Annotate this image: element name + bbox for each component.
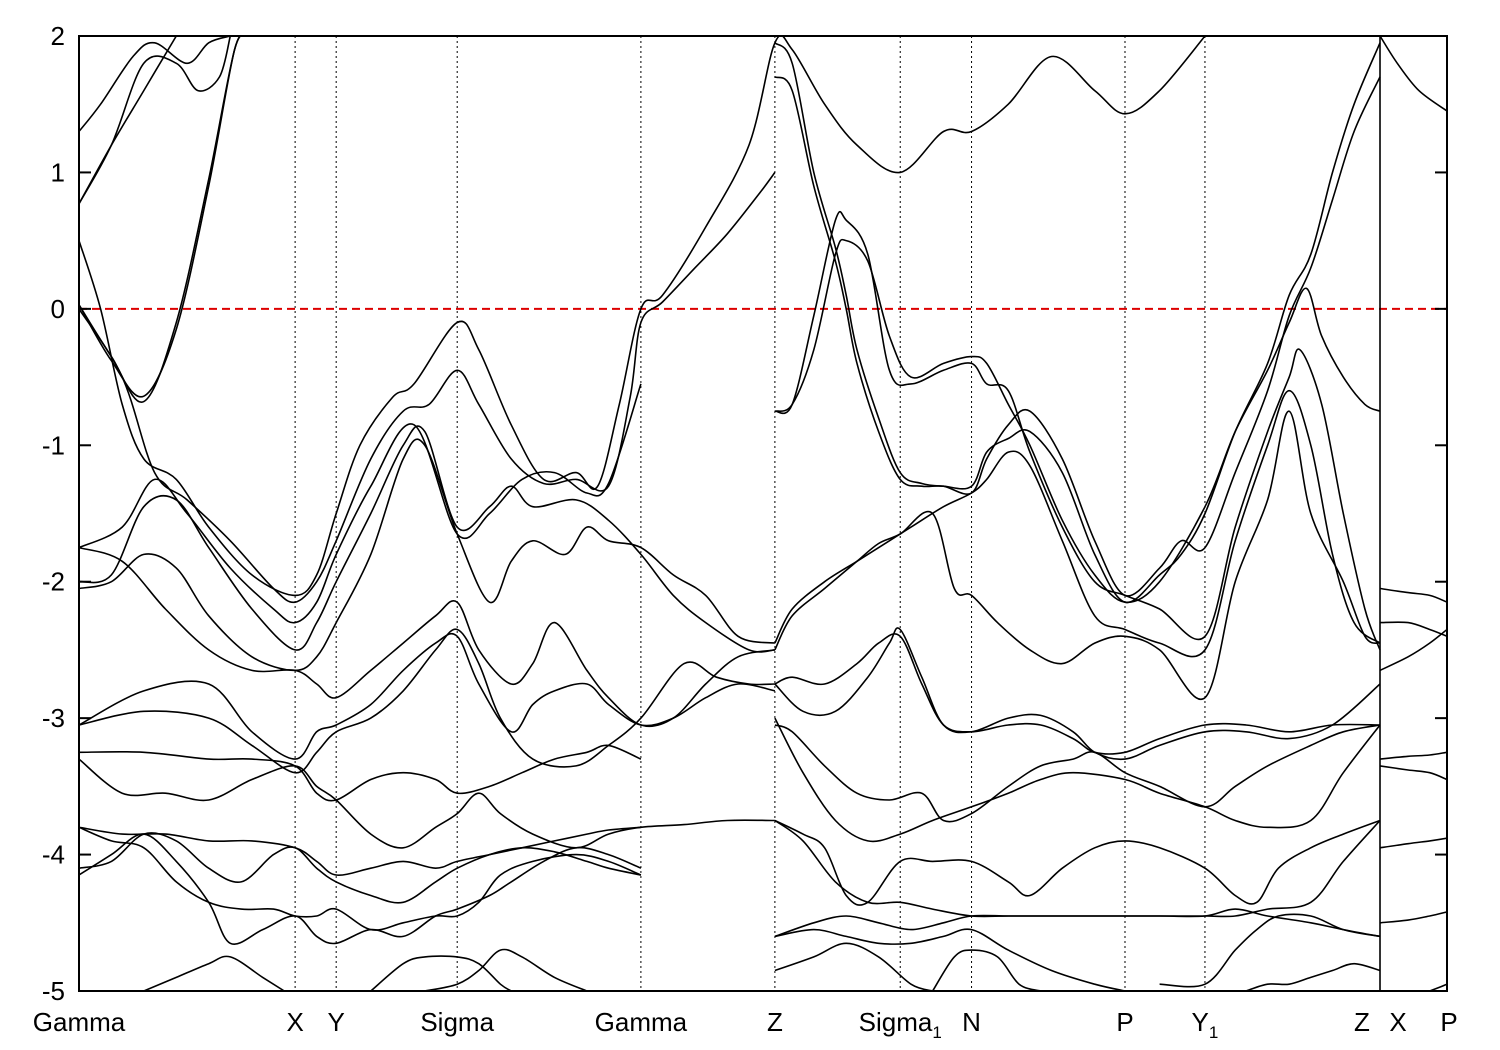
x-tick-label-9: Y1 xyxy=(1192,1007,1219,1042)
band-34 xyxy=(774,908,1381,938)
band-26 xyxy=(774,389,1381,658)
band-24 xyxy=(774,238,1381,604)
band-40 xyxy=(1379,587,1447,603)
band-15 xyxy=(79,826,641,876)
y-tick-label-2: 0 xyxy=(51,294,65,324)
band-31 xyxy=(774,717,1381,843)
x-tick-label-1: X xyxy=(286,1007,303,1037)
y-tick-label-4: -2 xyxy=(42,567,65,597)
band-5 xyxy=(79,36,232,205)
band-47 xyxy=(1429,983,1447,991)
band-19 xyxy=(143,955,285,991)
band-25 xyxy=(774,210,1381,651)
band-43 xyxy=(1379,751,1447,760)
band-22 xyxy=(774,76,1381,597)
x-axis-ticks: Gamma X Y Sigma Gamma Z Sigma1 N P Y1 Z X P xyxy=(33,1007,1458,1042)
band-2 xyxy=(79,36,1206,597)
band-32 xyxy=(774,819,1381,918)
band-30 xyxy=(774,724,1381,823)
band-6 xyxy=(79,36,177,205)
x-tick-label-3: Sigma xyxy=(420,1007,494,1037)
x-tick-label-8: P xyxy=(1116,1007,1133,1037)
y-axis-ticks: 2 1 0 -1 -2 -3 -4 -5 xyxy=(42,21,1447,1006)
band-46 xyxy=(1379,911,1447,924)
band-8 xyxy=(79,425,775,653)
band-curves xyxy=(79,36,1447,991)
plot-frame xyxy=(78,35,1448,992)
band-38 xyxy=(1245,962,1381,991)
band-16 xyxy=(79,832,642,904)
band-41 xyxy=(1379,621,1447,638)
x-tick-label-6: Sigma1 xyxy=(859,1007,942,1042)
band-9 xyxy=(79,438,776,672)
band-14 xyxy=(79,758,775,849)
x-tick-label-2: Y xyxy=(328,1007,345,1037)
band-10 xyxy=(79,546,776,728)
band-21 xyxy=(424,948,588,991)
y-tick-label-7: -5 xyxy=(42,976,65,1006)
x-tick-label-10: Z xyxy=(1354,1007,1370,1037)
band-44 xyxy=(1379,765,1447,781)
band-12 xyxy=(79,628,775,774)
band-36 xyxy=(774,942,933,991)
band-35 xyxy=(774,928,1126,991)
x-tick-label-5: Z xyxy=(767,1007,783,1037)
band-42 xyxy=(1379,628,1447,672)
y-tick-label-1: 1 xyxy=(51,157,65,187)
y-tick-label-6: -4 xyxy=(42,840,65,870)
y-tick-label-5: -3 xyxy=(42,703,65,733)
band-48 xyxy=(1379,36,1447,112)
band-23 xyxy=(774,42,1381,604)
y-tick-label-3: -1 xyxy=(42,430,65,460)
band-1 xyxy=(79,36,249,398)
band-20 xyxy=(370,955,512,991)
band-13 xyxy=(79,744,642,802)
x-tick-label-12: P xyxy=(1440,1007,1457,1037)
band-17 xyxy=(79,826,642,931)
band-4 xyxy=(79,36,231,132)
band-28 xyxy=(774,633,1381,755)
x-tick-label-7: N xyxy=(962,1007,981,1037)
x-tick-label-0: Gamma xyxy=(33,1007,126,1037)
y-tick-label-0: 2 xyxy=(51,21,65,51)
band-39 xyxy=(1159,913,1381,988)
band-11 xyxy=(79,632,776,760)
band-18 xyxy=(79,833,642,945)
band-29 xyxy=(774,627,1381,761)
band-45 xyxy=(1379,837,1447,849)
band-33 xyxy=(774,819,1381,906)
band-37 xyxy=(931,949,1041,991)
band-27 xyxy=(774,410,1381,701)
high-symmetry-lines xyxy=(294,36,1381,991)
x-tick-label-11: X xyxy=(1389,1007,1406,1037)
x-tick-label-4: Gamma xyxy=(595,1007,688,1037)
band-7 xyxy=(79,383,642,624)
band-3 xyxy=(79,171,776,604)
